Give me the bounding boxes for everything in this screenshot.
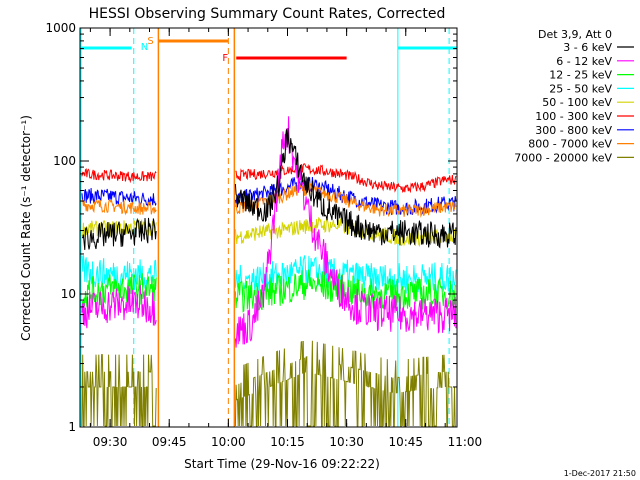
x-tick-label-1: 09:45 xyxy=(152,435,187,449)
annotation-s: S xyxy=(147,36,153,47)
series-line-8-seg-0 xyxy=(81,354,157,427)
y-axis-label: Corrected Count Rate (s⁻¹ detector⁻¹) xyxy=(19,115,33,341)
legend-label-6: 300 - 800 keV xyxy=(535,124,612,137)
legend-label-2: 12 - 25 keV xyxy=(549,69,612,82)
y-tick-label-2: 100 xyxy=(53,154,76,168)
legend-label-8: 7000 - 20000 keV xyxy=(514,151,612,164)
series-line-6-seg-0 xyxy=(81,187,157,208)
series-line-7-seg-1 xyxy=(234,182,457,218)
x-tick-label-4: 10:30 xyxy=(329,435,364,449)
y-tick-label-0: 1 xyxy=(68,420,76,434)
series-line-1-seg-0 xyxy=(81,285,157,329)
series-line-2-seg-1 xyxy=(234,269,457,313)
x-tick-label-0: 09:30 xyxy=(93,435,128,449)
x-tick-label-3: 10:15 xyxy=(270,435,305,449)
legend-label-5: 100 - 300 keV xyxy=(535,110,612,123)
annotation-group: NS F xyxy=(141,36,229,64)
axes-group: 09:30 09:45 10:00 10:15 10:30 10:45 11:00 1 10 10… xyxy=(45,21,482,449)
series-line-3-seg-0 xyxy=(81,254,157,292)
time-bands xyxy=(80,28,457,427)
x-tick-label-2: 10:00 xyxy=(211,435,246,449)
annotation-n: N xyxy=(141,42,148,53)
y-tick-label-1: 10 xyxy=(61,287,76,301)
legend-label-4: 50 - 100 keV xyxy=(542,96,612,109)
series-line-5-seg-0 xyxy=(81,168,157,184)
chart-title: HESSI Observing Summary Count Rates, Cor… xyxy=(89,6,446,22)
legend-label-3: 25 - 50 keV xyxy=(549,82,612,95)
annotation-f: F xyxy=(222,53,228,64)
legend-label-0: 3 - 6 keV xyxy=(563,41,612,54)
series-line-0-seg-0 xyxy=(81,217,157,250)
legend-label-1: 6 - 12 keV xyxy=(556,55,612,68)
series-group xyxy=(81,116,457,427)
series-line-1-seg-1 xyxy=(234,116,457,348)
series-line-0-seg-1 xyxy=(234,128,457,249)
x-tick-label-5: 10:45 xyxy=(388,435,423,449)
series-line-8-seg-1 xyxy=(234,340,456,427)
footer-date: 1-Dec-2017 21:50 xyxy=(564,469,636,478)
legend-title: Det 3,9, Att 0 xyxy=(538,28,612,41)
x-tick-label-6: 11:00 xyxy=(448,435,483,449)
plot-frame xyxy=(79,27,458,428)
legend-label-7: 800 - 7000 keV xyxy=(528,138,612,151)
series-line-7-seg-0 xyxy=(81,198,157,216)
y-tick-label-3: 1000 xyxy=(45,21,76,35)
series-line-5-seg-1 xyxy=(235,163,457,194)
x-axis-label: Start Time (29-Nov-16 09:22:22) xyxy=(184,457,380,471)
